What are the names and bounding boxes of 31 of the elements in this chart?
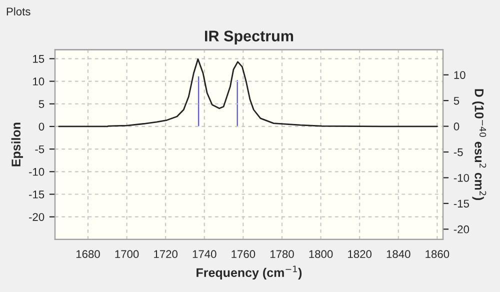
x-tick-label: 1840 [386,250,410,258]
y-tick-label: 10 [33,78,44,86]
y-tick-label: -10 [29,168,44,176]
y-tick-label: -20 [29,213,44,221]
x-tick-label: 1800 [309,250,333,258]
y-tick-label: 15 [33,55,44,63]
x-axis-title: Frequency (cm$^{−1}$) [196,266,302,280]
x-tick-label: 1820 [348,250,372,258]
y-tick-label: 0 [38,122,44,131]
y2-tick-label: -20 [454,225,470,234]
y2-tick-label: -10 [454,174,470,182]
x-tick-label: 1680 [76,250,100,258]
y-tick-label: -15 [29,190,44,198]
y2-tick-label: 10 [454,71,466,79]
y2-axis-title: D (10$^{−40}$ esu$^{2}$ cm$^{2}$) [472,89,486,200]
y2-tick-label: 0 [454,122,460,130]
y-tick-label: 5 [38,100,44,108]
y-axis-title: Epsilon [11,122,23,166]
x-tick-label: 1740 [192,250,216,258]
y-tick-label: -5 [35,145,44,154]
x-tick-label: 1720 [154,250,178,258]
y2-tick-label: -5 [454,148,463,156]
x-tick-label: 1780 [270,250,294,258]
x-tick-label: 1860 [426,250,450,258]
x-tick-label: 1760 [232,250,256,258]
x-tick-label: 1700 [115,250,139,258]
y2-tick-label: 5 [454,96,460,105]
text: Plots [6,7,30,16]
chart-title: IR Spectrum [205,30,294,44]
line-series [58,58,438,128]
y2-tick-label: -15 [454,200,470,208]
